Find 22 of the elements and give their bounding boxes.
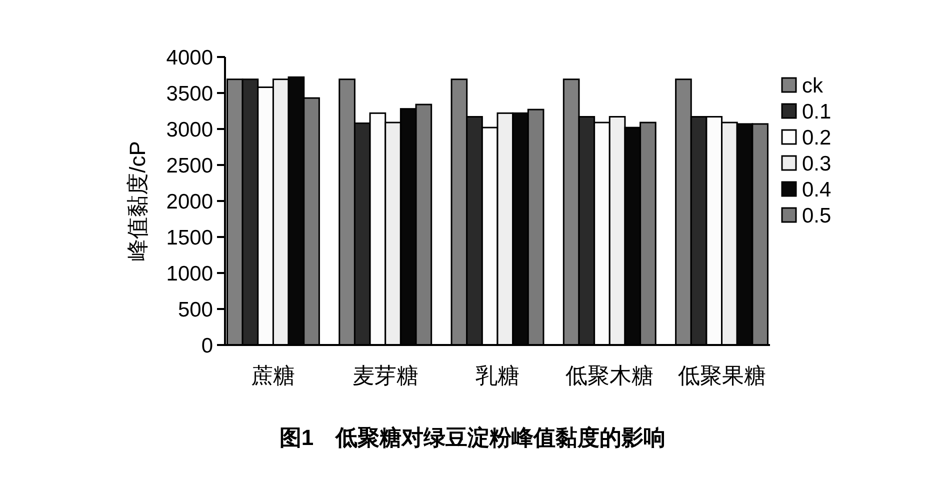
legend-label: 0.4 xyxy=(802,178,832,202)
x-tick-label: 蔗糖 xyxy=(251,363,296,388)
legend-label: 0.1 xyxy=(802,100,832,124)
x-tick-label: 低聚果糖 xyxy=(678,363,766,388)
legend-label: 0.3 xyxy=(802,152,832,176)
legend-label: ck xyxy=(802,74,824,98)
y-tick-label: 4000 xyxy=(166,46,213,70)
y-tick-label: 2000 xyxy=(166,190,213,214)
text: 图1 低聚糖对绿豆淀粉峰值黏度的影响 xyxy=(279,425,666,450)
y-tick-label: 1000 xyxy=(166,262,213,286)
y-tick-label: 1500 xyxy=(166,226,213,250)
x-tick-label: 低聚木糖 xyxy=(566,363,654,388)
y-tick-label: 3500 xyxy=(166,82,213,106)
y-axis-title: 峰值黏度/cP xyxy=(125,141,150,261)
y-tick-label: 3000 xyxy=(166,118,213,142)
x-tick-label: 麦芽糖 xyxy=(352,363,418,388)
legend-label: 0.2 xyxy=(802,126,832,150)
y-tick-label: 0 xyxy=(201,334,213,358)
x-tick-label: 乳糖 xyxy=(476,363,520,388)
legend-label: 0.5 xyxy=(802,204,832,228)
y-tick-label: 500 xyxy=(178,298,213,322)
y-tick-label: 2500 xyxy=(166,154,213,178)
